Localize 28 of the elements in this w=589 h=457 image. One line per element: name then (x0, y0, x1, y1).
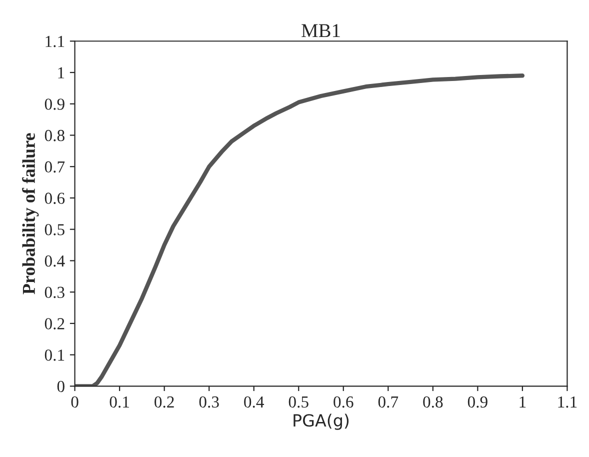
line-series (74, 74, 525, 386)
x-axis-title: PGA(g) (294, 414, 349, 430)
x-tick-label: 0.4 (244, 396, 264, 408)
y-tick-label: 1.1 (46, 36, 64, 48)
x-tick-label: 1.1 (558, 396, 577, 408)
y-tick-label: 0.9 (44, 98, 64, 110)
y-tick-label: 0.7 (44, 161, 65, 173)
x-tick-label: 0.5 (288, 396, 308, 408)
y-tick-label: 0.2 (44, 318, 64, 330)
x-tick-label: 1 (520, 396, 526, 408)
x-tick-label: 0.2 (154, 396, 174, 408)
y-tick-label: 0.8 (44, 130, 64, 142)
x-tick-label: 0.3 (199, 396, 219, 408)
y-tick-label: 0.1 (44, 349, 64, 361)
x-tick-label: 0.1 (110, 396, 129, 408)
x-tick-label: 0.6 (334, 396, 354, 408)
y-tick-label: 1 (58, 67, 64, 78)
y-tick-label: 0.6 (44, 192, 65, 204)
y-tick-label: 0 (57, 380, 64, 392)
x-tick-label: 0.8 (423, 396, 443, 408)
y-tick-label: 0.5 (44, 224, 64, 236)
y-axis-title: Probability of failure (22, 133, 39, 294)
x-tick-label: 0.9 (468, 396, 488, 408)
x-tick-label: 0 (71, 396, 78, 408)
chart-title: MB1 (302, 24, 340, 38)
y-tick-label: 0.3 (44, 286, 64, 298)
y-tick-label: 0.4 (44, 255, 65, 267)
x-tick-label: 0.7 (378, 396, 398, 408)
